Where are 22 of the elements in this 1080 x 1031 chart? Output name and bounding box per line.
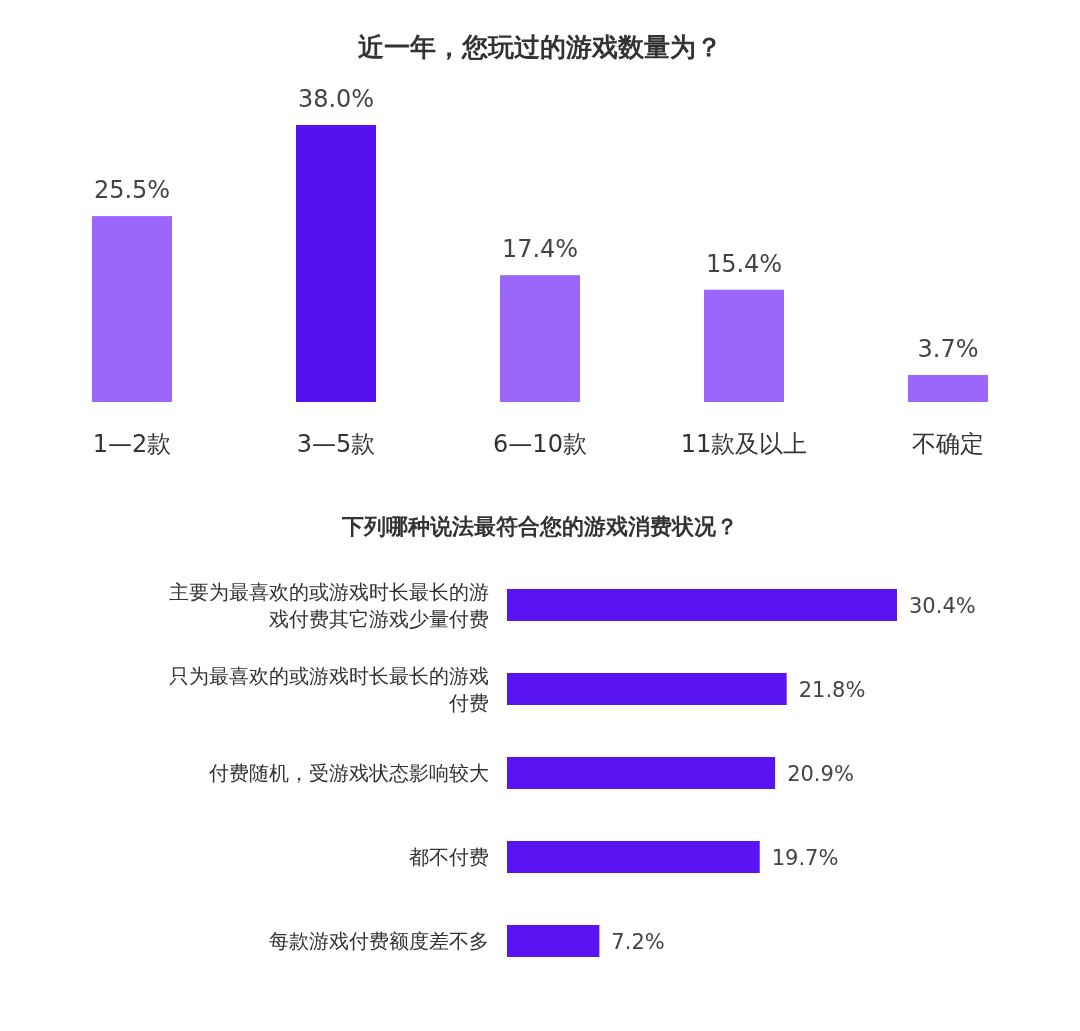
y-tick-label: 付费随机，受游戏状态影响较大 <box>208 761 489 785</box>
y-tick-label: 只为最喜欢的或游戏时长最长的游戏付费 <box>169 663 489 715</box>
data-label: 7.2% <box>611 930 665 954</box>
data-label: 15.4% <box>705 249 783 278</box>
y-tick-label: 都不付费 <box>409 845 489 869</box>
data-label: 38.0% <box>297 85 375 113</box>
y-tick-label: 主要为最喜欢的或游戏时长最长的游戏付费其它游戏少量付费 <box>169 579 489 631</box>
chart-title: 近一年，您玩过的游戏数量为？ <box>358 32 722 62</box>
x-tick-label: 6—10款 <box>493 430 587 458</box>
x-tick-label: 3—5款 <box>296 430 376 458</box>
chart-title: 下列哪种说法最符合您的游戏消费状况？ <box>341 514 738 539</box>
x-tick-label: 1—2款 <box>92 430 172 458</box>
data-label: 30.4% <box>909 594 976 618</box>
data-label: 3.7% <box>917 335 979 364</box>
data-label: 20.9% <box>787 762 854 786</box>
data-label: 17.4% <box>501 235 579 264</box>
data-label: 19.7% <box>771 846 839 870</box>
y-tick-label: 每款游戏付费额度差不多 <box>269 929 489 953</box>
x-tick-label: 不确定 <box>912 430 984 458</box>
data-label: 25.5% <box>93 176 171 205</box>
data-label: 21.8% <box>798 678 866 702</box>
x-tick-label: 11款及以上 <box>680 430 808 458</box>
